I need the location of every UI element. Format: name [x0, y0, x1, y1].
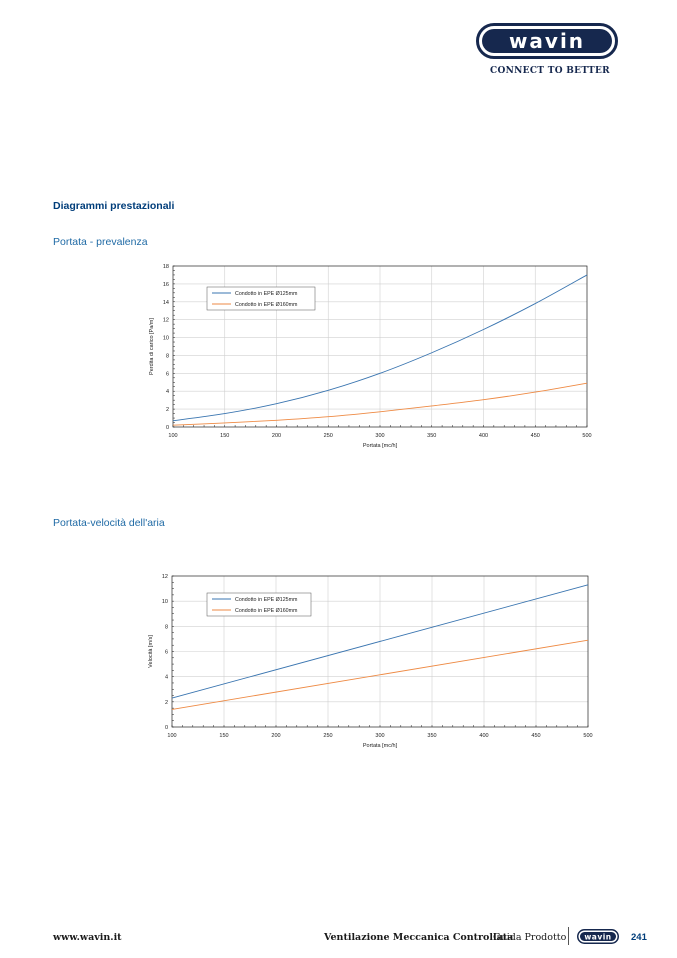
y-tick-label: 8 [165, 624, 168, 630]
x-tick-label: 500 [583, 733, 592, 739]
x-axis-label: Portata [mc/h] [363, 743, 398, 749]
x-tick-label: 350 [427, 733, 436, 739]
legend-box [206, 592, 312, 617]
y-tick-label: 6 [165, 650, 168, 656]
x-tick-label: 100 [168, 433, 177, 439]
y-tick-label: 6 [166, 371, 169, 377]
x-axis-label: Portata [mc/h] [363, 443, 398, 449]
y-tick-label: 4 [165, 675, 168, 681]
y-tick-label: 0 [165, 725, 168, 731]
chart-title-pressure: Portata - prevalenza [53, 236, 148, 248]
chart-title-velocity: Portata-velocità dell'aria [53, 517, 165, 529]
series-line-1 [172, 274, 588, 422]
x-tick-label: 250 [323, 733, 332, 739]
y-tick-label: 18 [163, 264, 169, 270]
legend-label: Condotto in EPE Ø125mm [235, 597, 298, 603]
footer-divider [568, 927, 569, 945]
x-tick-label: 300 [375, 733, 384, 739]
x-tick-label: 150 [220, 433, 229, 439]
x-tick-label: 100 [167, 733, 176, 739]
x-tick-label: 300 [375, 433, 384, 439]
y-tick-label: 14 [163, 300, 169, 306]
y-axis-label: Perdita di carico [Pa/m] [149, 318, 155, 375]
x-tick-label: 400 [479, 433, 488, 439]
section-title: Diagrammi prestazionali [53, 200, 175, 212]
page-number: 241 [631, 932, 647, 943]
x-tick-label: 350 [427, 433, 436, 439]
y-tick-label: 16 [163, 282, 169, 288]
y-tick-label: 8 [166, 353, 169, 359]
x-tick-label: 150 [219, 733, 228, 739]
brand-tagline: CONNECT TO BETTER [490, 66, 610, 76]
series-line-1 [171, 584, 589, 699]
y-tick-label: 10 [163, 336, 169, 342]
footer-title: Ventilazione Meccanica Controllata [324, 932, 514, 943]
footer-wavin-logo: wavin [577, 929, 619, 944]
x-tick-label: 450 [531, 733, 540, 739]
x-tick-label: 500 [582, 433, 591, 439]
y-tick-label: 0 [166, 425, 169, 431]
series-line-2 [171, 639, 589, 710]
legend-label: Condotto in EPE Ø160mm [235, 302, 298, 308]
wavin-logo: wavin [476, 23, 618, 59]
footer-subtitle: Guida Prodotto [493, 932, 567, 943]
y-tick-label: 2 [166, 407, 169, 413]
x-tick-label: 200 [271, 733, 280, 739]
y-tick-label: 4 [166, 389, 169, 395]
x-tick-label: 200 [272, 433, 281, 439]
svg-text:wavin: wavin [584, 933, 611, 942]
x-tick-label: 450 [531, 433, 540, 439]
legend-label: Condotto in EPE Ø160mm [235, 608, 298, 614]
legend-box [206, 286, 316, 311]
footer-url[interactable]: www.wavin.it [53, 932, 122, 943]
y-tick-label: 12 [162, 574, 168, 580]
y-tick-label: 12 [163, 318, 169, 324]
series-line-2 [172, 382, 588, 426]
svg-text:wavin: wavin [509, 29, 585, 53]
x-tick-label: 400 [479, 733, 488, 739]
x-tick-label: 250 [324, 433, 333, 439]
y-tick-label: 2 [165, 700, 168, 706]
y-tick-label: 10 [162, 599, 168, 605]
legend-label: Condotto in EPE Ø125mm [235, 291, 298, 297]
y-axis-label: Velocità [m/s] [148, 635, 154, 668]
